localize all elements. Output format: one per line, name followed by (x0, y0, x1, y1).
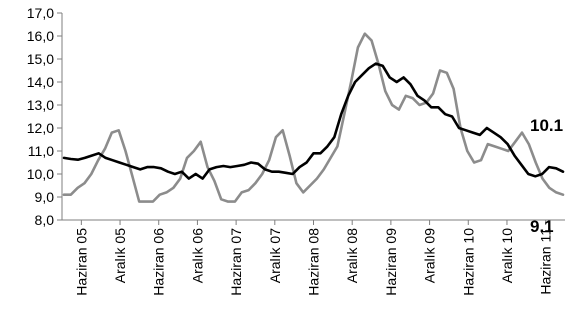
y-tick-label: 10,0 (27, 166, 54, 182)
end-label-black-series: 10.1 (530, 116, 563, 135)
x-tick-label: Aralık 06 (189, 228, 205, 283)
series-line (62, 32, 565, 203)
series-layer (62, 32, 565, 203)
x-tick-label: Haziran 11 (538, 228, 554, 295)
x-tick-label: Aralık 05 (112, 228, 128, 283)
x-tick-label: Aralık 08 (344, 228, 360, 283)
x-tick-label: Haziran 06 (151, 228, 167, 296)
x-tick-label: Haziran 10 (460, 228, 476, 296)
y-tick-label: 9,0 (35, 189, 55, 205)
y-tick-label: 11,0 (28, 143, 54, 159)
x-tick-label: Aralık 09 (422, 228, 438, 283)
end-label-gray-series: 9.1 (530, 217, 554, 236)
y-axis: 17,0 16,0 15,0 14,0 13,0 12,0 11,0 10,0 9,0 8,0 (27, 5, 63, 228)
x-tick-label: Aralık 10 (499, 228, 515, 283)
y-tick-label: 15,0 (27, 51, 54, 67)
series-line (62, 62, 565, 180)
x-tick-label: Aralık 07 (267, 228, 283, 283)
y-tick-label: 14,0 (27, 74, 54, 90)
y-tick-label: 17,0 (27, 5, 54, 21)
x-axis: Haziran 05 Aralık 05 Haziran 06 Aralık 06 Ha… (62, 219, 565, 296)
x-tick-label: Haziran 09 (383, 228, 399, 296)
y-tick-label: 16,0 (27, 28, 54, 44)
x-tick-label: Haziran 07 (228, 228, 244, 296)
series-gray (62, 32, 565, 203)
y-tick-label: 13,0 (27, 97, 54, 113)
series-black (62, 62, 565, 180)
x-tick-label: Haziran 05 (73, 228, 89, 296)
y-tick-label: 12,0 (27, 120, 54, 136)
y-tick-label: 8,0 (35, 212, 55, 228)
x-tick-label: Haziran 08 (306, 228, 322, 296)
